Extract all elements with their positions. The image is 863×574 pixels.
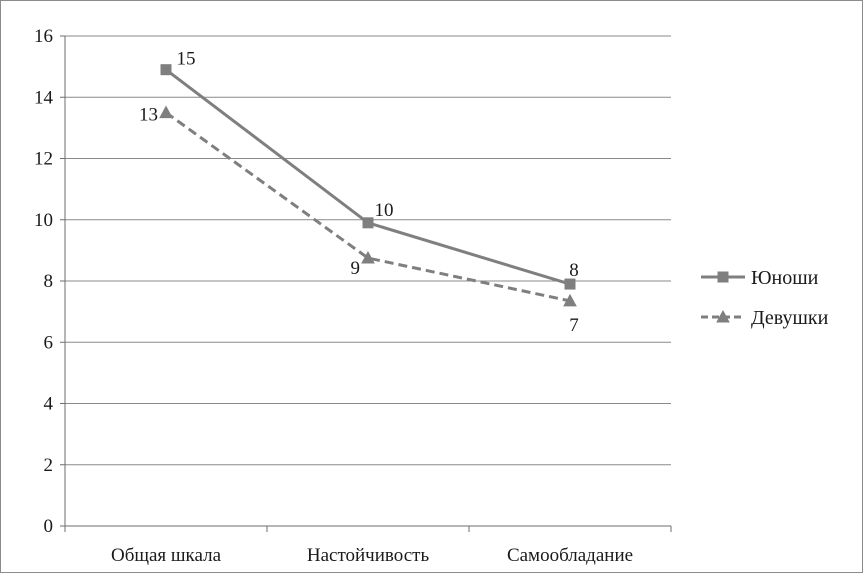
y-tick-label: 0 <box>44 516 54 537</box>
y-tick-label: 16 <box>34 26 53 47</box>
series-lines <box>159 64 577 307</box>
legend-marker-1 <box>716 309 730 323</box>
legend-label: Юноши <box>751 267 819 289</box>
series-1-point-0 <box>159 105 173 119</box>
x-tick-label: Настойчивость <box>307 545 430 566</box>
series-0-point-2 <box>564 278 576 290</box>
data-label: 10 <box>375 200 394 221</box>
data-label: 13 <box>139 105 158 126</box>
y-tick-label: 14 <box>34 87 54 108</box>
x-tick-label: Общая шкала <box>111 545 222 566</box>
series-1-point-2 <box>563 293 577 307</box>
data-labels: 15 10 8 13 9 7 <box>139 49 579 336</box>
y-tick-label: 2 <box>44 455 54 476</box>
y-tick-label: 4 <box>44 394 54 415</box>
y-tick-label: 6 <box>44 332 54 353</box>
series-0-point-0 <box>160 64 172 76</box>
x-tick-label: Самообладание <box>507 545 633 566</box>
y-tick-label: 10 <box>34 210 53 231</box>
legend-marker-0 <box>717 271 729 283</box>
series-0-point-1 <box>362 217 374 229</box>
legend: Юноши Девушки <box>701 267 829 329</box>
series-line-1 <box>165 111 571 303</box>
data-label: 7 <box>569 315 579 336</box>
axes: 0 2 4 6 8 10 12 14 16 Общая шкала Настойчивость Сам… <box>34 26 672 566</box>
y-tick-label: 8 <box>44 271 54 292</box>
data-label: 8 <box>569 260 579 281</box>
data-label: 15 <box>177 49 196 70</box>
grid-lines <box>65 35 671 466</box>
series-1-point-1 <box>361 250 375 264</box>
y-tick-label: 12 <box>34 149 53 170</box>
data-label: 9 <box>351 258 361 279</box>
legend-label: Девушки <box>751 307 829 329</box>
